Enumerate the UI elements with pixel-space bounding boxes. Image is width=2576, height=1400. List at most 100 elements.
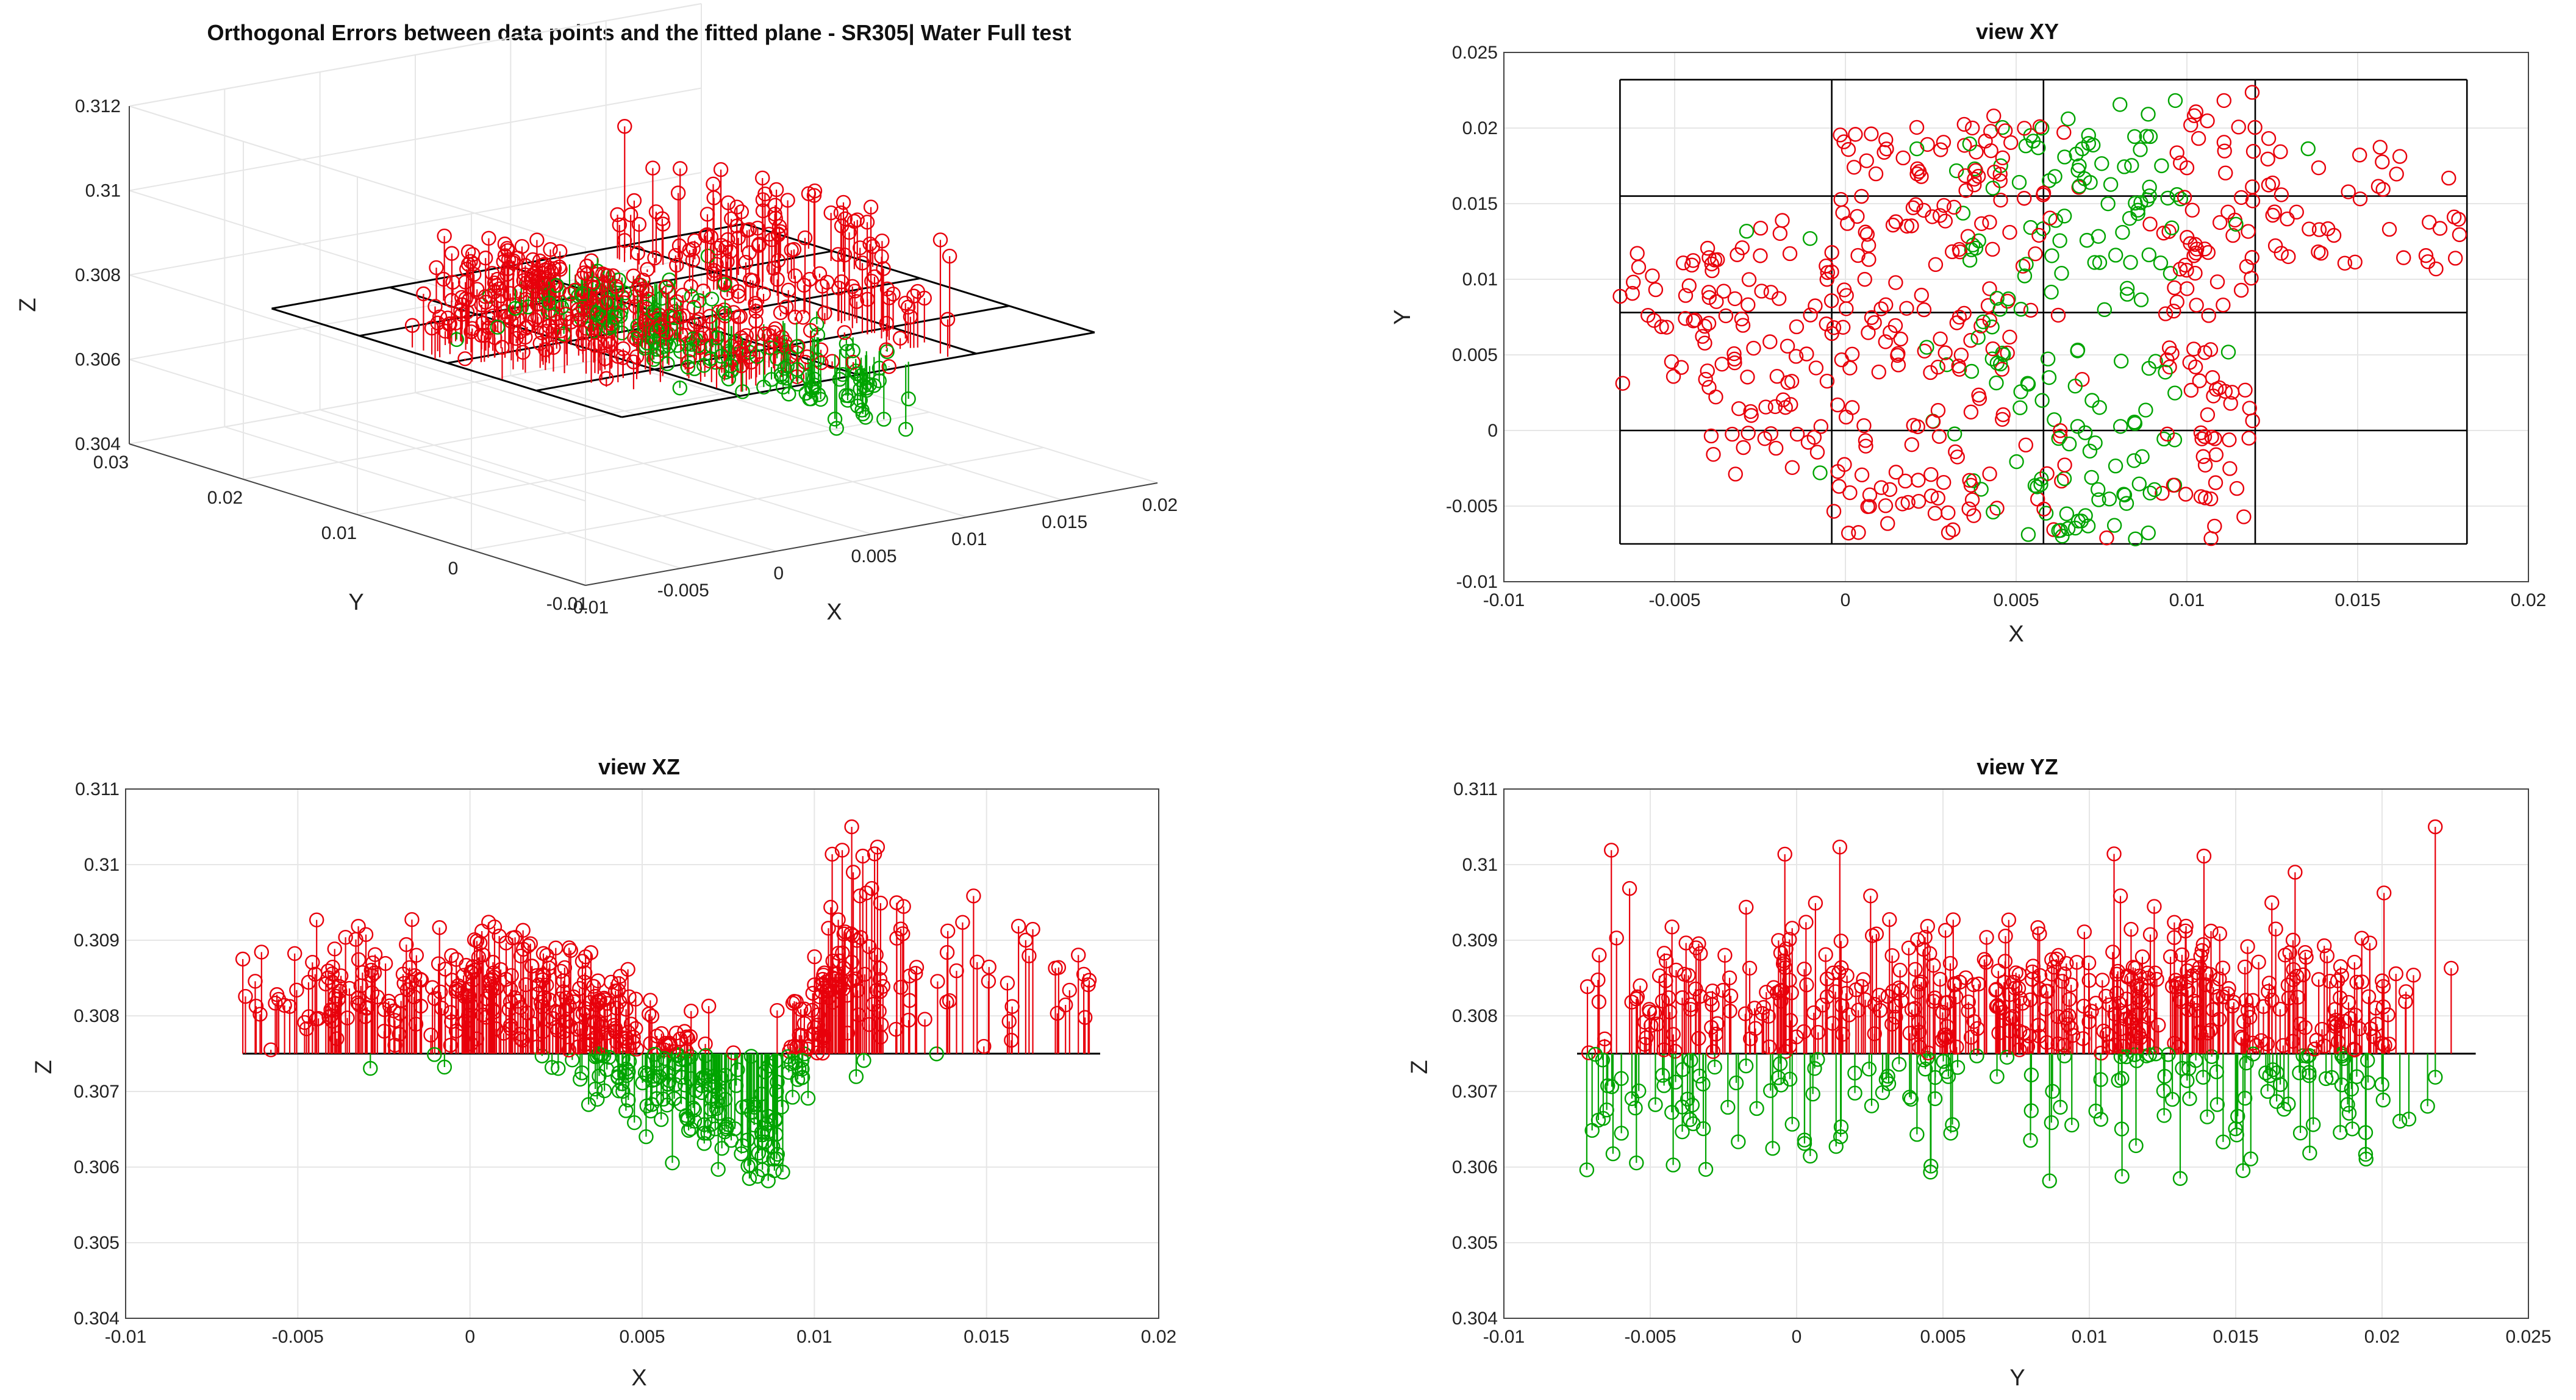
data-point	[2113, 354, 2129, 369]
data-point	[639, 1098, 654, 1113]
data-point	[2072, 158, 2087, 173]
data-point	[1893, 331, 1908, 347]
data-point	[2164, 1091, 2180, 1107]
data-point	[2147, 899, 2162, 914]
data-point	[601, 320, 616, 336]
data-point	[798, 385, 814, 401]
data-point	[2362, 935, 2378, 951]
data-point	[2127, 129, 2142, 145]
y-tick-label: -0.01	[1456, 572, 1498, 592]
data-point	[2258, 1065, 2274, 1080]
data-point	[846, 213, 862, 229]
data-point	[2188, 265, 2203, 281]
data-point	[867, 846, 882, 862]
data-point	[515, 923, 531, 938]
data-point	[1932, 208, 1948, 223]
data-point	[966, 888, 981, 904]
data-point	[2123, 921, 2139, 937]
data-point	[781, 1065, 796, 1080]
data-point	[238, 988, 253, 1004]
data-point	[2065, 1027, 2081, 1043]
data-point	[2020, 376, 2036, 392]
data-point	[587, 1015, 603, 1030]
data-point	[2131, 476, 2147, 491]
data-point	[2064, 1117, 2080, 1133]
data-point	[1892, 962, 1908, 978]
data-point	[1860, 499, 1875, 515]
data-point	[1878, 334, 1893, 349]
data-point	[1686, 253, 1701, 268]
data-point	[1831, 479, 1847, 494]
data-point	[2017, 268, 2033, 284]
data-point	[785, 1090, 800, 1105]
data-point	[473, 935, 488, 951]
data-point	[1833, 127, 1848, 143]
data-point	[617, 295, 632, 310]
data-point	[849, 294, 865, 309]
data-point	[2210, 988, 2226, 1004]
data-point	[1907, 1001, 1923, 1016]
data-point	[1917, 929, 1933, 945]
data-point	[614, 304, 629, 319]
data-point	[817, 965, 832, 980]
data-point	[1772, 1056, 1788, 1071]
data-point	[840, 987, 855, 1003]
data-point	[681, 354, 696, 370]
data-point	[1966, 977, 1981, 993]
data-point	[855, 848, 870, 864]
data-point	[1998, 928, 2013, 944]
data-point	[1705, 263, 1720, 279]
data-point	[2093, 1072, 2108, 1087]
data-point	[2173, 155, 2188, 171]
data-point	[679, 1108, 694, 1123]
data-point	[2264, 895, 2280, 910]
data-point	[2052, 233, 2067, 248]
data-point	[459, 988, 475, 1004]
grid-line	[129, 341, 702, 445]
data-point	[1819, 259, 1834, 274]
data-point	[619, 1068, 634, 1084]
data-point	[2204, 1049, 2219, 1065]
data-point	[2117, 159, 2132, 174]
y-tick-label: 0.308	[74, 1006, 120, 1026]
data-point	[2428, 261, 2444, 277]
data-point	[2215, 960, 2231, 976]
data-point	[2189, 1002, 2204, 1018]
data-point	[1071, 948, 1086, 963]
data-point	[1659, 320, 1675, 335]
data-point	[673, 161, 688, 176]
data-point	[2028, 246, 2043, 262]
data-point	[2311, 160, 2327, 176]
data-point	[2032, 926, 2047, 941]
data-point	[427, 1047, 442, 1062]
y-tick-label: 0	[448, 559, 459, 579]
data-point	[872, 960, 888, 976]
data-point	[2247, 120, 2263, 135]
plane-grid-line	[271, 307, 623, 418]
data-point	[1697, 335, 1712, 351]
data-point	[853, 381, 868, 397]
data-point	[2013, 301, 2029, 317]
y-axis-line	[129, 443, 586, 586]
data-point	[457, 351, 473, 366]
data-point	[2340, 1097, 2355, 1112]
data-point	[683, 1121, 698, 1137]
data-point	[445, 274, 460, 290]
data-point	[2237, 1090, 2253, 1106]
data-point	[463, 254, 478, 269]
data-point	[795, 310, 810, 325]
data-point	[2083, 175, 2098, 190]
data-point	[614, 325, 630, 341]
data-point	[867, 269, 882, 285]
data-point	[1698, 371, 1713, 387]
data-point	[731, 309, 746, 324]
data-point	[2167, 1035, 2182, 1051]
data-point	[1923, 488, 1939, 504]
data-point	[864, 274, 879, 289]
data-point	[668, 1025, 684, 1041]
data-point	[2242, 401, 2257, 416]
data-point	[481, 230, 496, 246]
data-point	[551, 1061, 566, 1076]
data-point	[612, 217, 628, 233]
data-point	[1592, 948, 1607, 963]
